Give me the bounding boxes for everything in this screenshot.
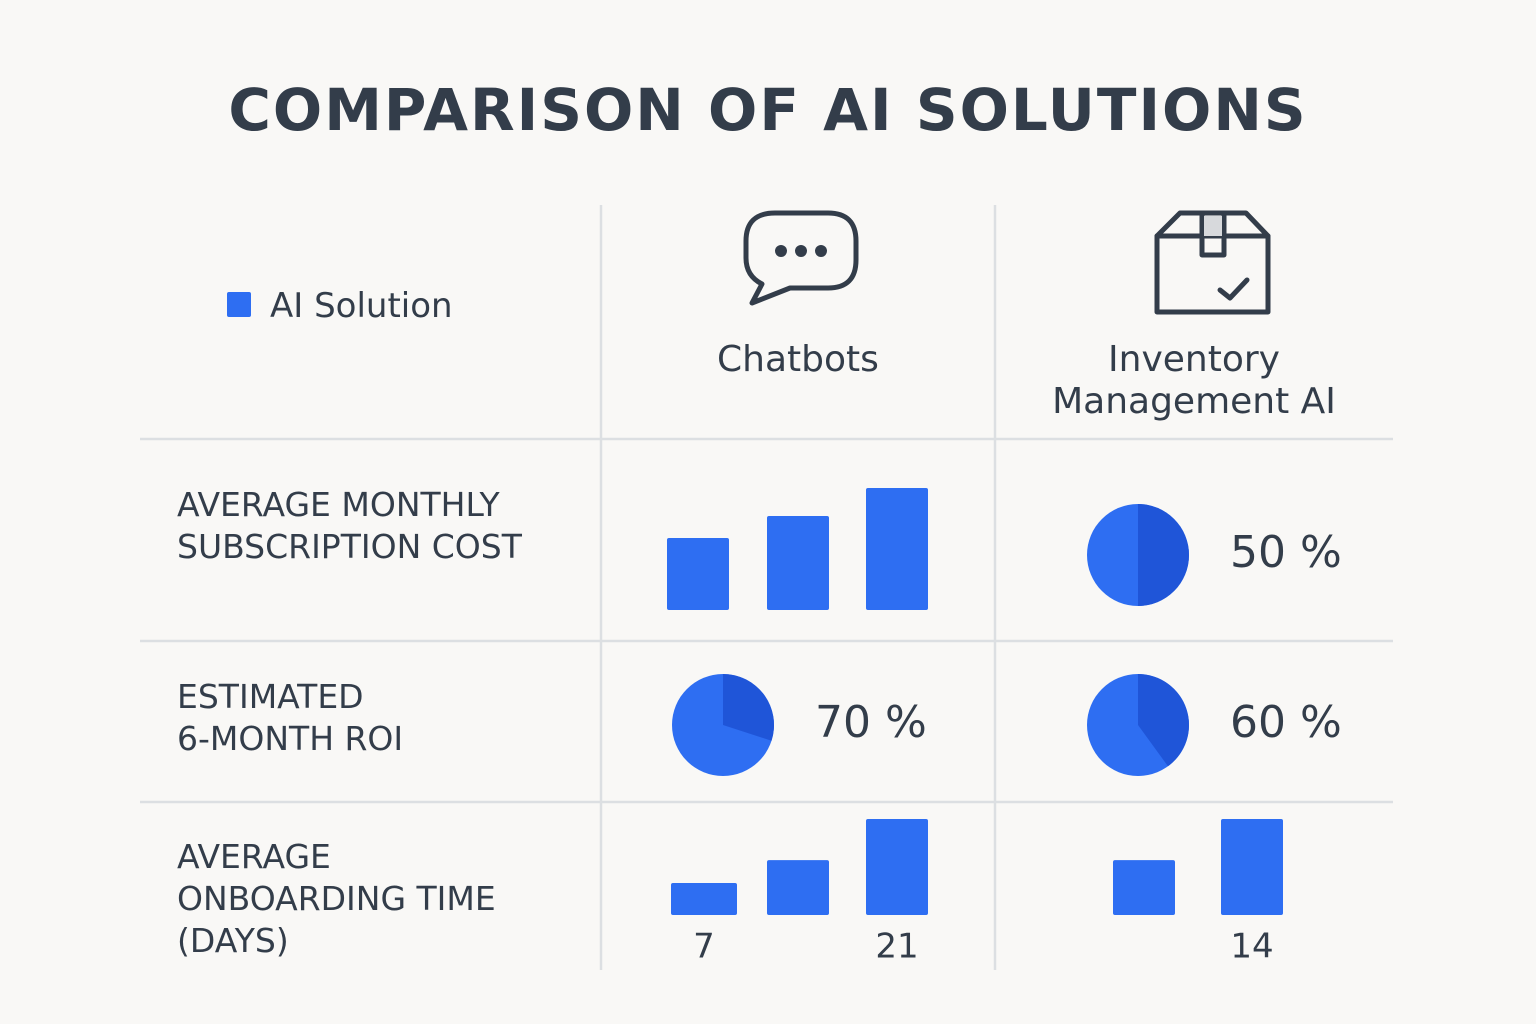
chat-icon — [743, 210, 859, 306]
row-header: AVERAGE MONTHLY — [177, 485, 500, 524]
bar — [667, 538, 729, 610]
bar — [866, 819, 928, 915]
bar — [767, 860, 829, 915]
bar — [1221, 819, 1283, 915]
row-header: SUBSCRIPTION COST — [177, 527, 522, 566]
box-tape — [1204, 216, 1222, 236]
row-header: ONBOARDING TIME — [177, 879, 496, 918]
pie-remainder — [1138, 674, 1190, 767]
bar — [866, 488, 928, 610]
chat-dots — [775, 245, 827, 257]
title: COMPARISON OF AI SOLUTIONS — [228, 76, 1308, 144]
table-rules — [140, 205, 1393, 970]
value-label: 7 — [693, 927, 715, 967]
legend-label: AI Solution — [270, 286, 453, 326]
pie-remainder — [723, 674, 774, 741]
value-label: 60 % — [1230, 697, 1342, 748]
value-label: 21 — [875, 927, 918, 967]
row-header: ESTIMATED — [177, 677, 364, 716]
pie-remainder — [1138, 504, 1189, 606]
column-header: Management AI — [1052, 381, 1336, 422]
column-header: Inventory — [1108, 339, 1280, 380]
column-header: Chatbots — [717, 339, 879, 380]
value-label: 14 — [1230, 927, 1273, 967]
bar — [671, 883, 737, 915]
row-header: 6-MONTH ROI — [177, 719, 404, 758]
box-icon — [1154, 210, 1271, 315]
row-header: AVERAGE — [177, 837, 331, 876]
value-label: 50 % — [1230, 527, 1342, 578]
bar — [767, 516, 829, 610]
bar — [1113, 860, 1175, 915]
row-header: (DAYS) — [177, 921, 289, 960]
legend-swatch — [227, 292, 251, 317]
value-label: 70 % — [815, 697, 927, 748]
